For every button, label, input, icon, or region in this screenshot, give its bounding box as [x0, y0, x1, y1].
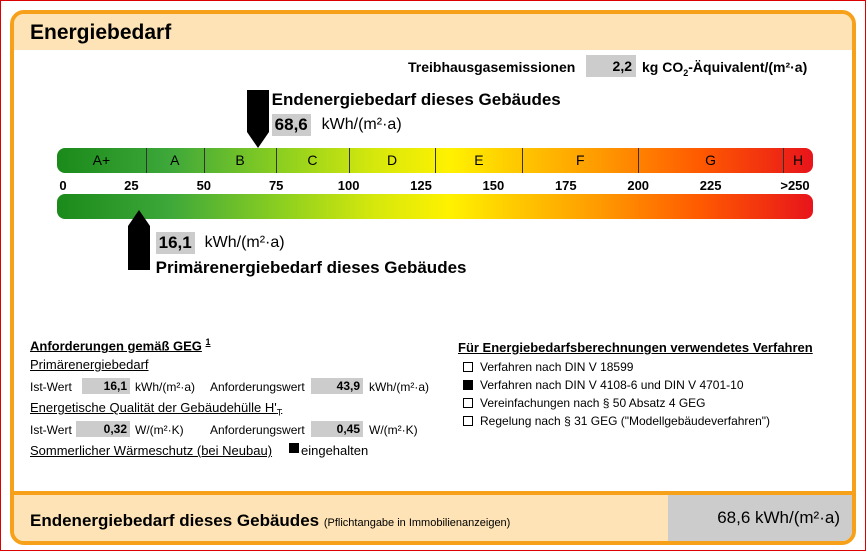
end-energy-value: 68,6: [271, 114, 311, 136]
ghg-label: Treibhausgasemissionen: [408, 59, 576, 75]
tick-label: 225: [699, 178, 722, 193]
ist2-label: Ist-Wert: [30, 423, 72, 437]
class-separator: [638, 148, 640, 173]
end-energy-arrow: [246, 90, 269, 148]
primary-energy-label: Primärenergiebedarf dieses Gebäudes: [155, 258, 467, 277]
primary-energy-unit: kWh/(m²·a): [204, 234, 285, 251]
ist2-unit: W/(m²·K): [135, 423, 184, 437]
method-label: Regelung nach § 31 GEG ("Modellgebäudeve…: [480, 414, 771, 428]
class-separator: [203, 148, 205, 173]
tick-label: >250: [780, 178, 810, 193]
ghg-unit: kg CO2-Äquivalent/(m²·a): [642, 59, 808, 78]
req-label: Anforderungswert: [210, 380, 305, 394]
tick-label: 100: [337, 178, 360, 193]
end-energy-label: Endenergiebedarf dieses Gebäudes: [271, 90, 561, 109]
class-separator: [348, 148, 350, 173]
footer-value: 68,6 kWh/(m²·a): [668, 495, 852, 541]
method-label: Verfahren nach DIN V 18599: [480, 360, 634, 374]
class-separator: [435, 148, 437, 173]
tick-label: 25: [124, 178, 139, 193]
panel-header: Energiebedarf: [14, 14, 852, 50]
primary-energy-value: 16,1: [155, 232, 195, 254]
class-b: B: [235, 152, 245, 168]
req-unit: kWh/(m²·a): [369, 380, 429, 394]
footer-divider: [14, 491, 852, 495]
energy-gradient-bar: [57, 194, 813, 219]
class-d: D: [386, 152, 398, 168]
tick-label: 75: [268, 178, 284, 193]
req2-label: Anforderungswert: [210, 423, 305, 437]
ist-label: Ist-Wert: [30, 380, 72, 394]
methods-title: Für Energiebedarfsberechnungen verwendet…: [458, 340, 813, 355]
method-label: Verfahren nach DIN V 4108-6 und DIN V 47…: [480, 378, 744, 392]
class-e: E: [474, 152, 484, 168]
primary-requirement-title: Primärenergiebedarf: [30, 357, 149, 372]
class-h: H: [792, 152, 804, 168]
tick-label: 50: [196, 178, 212, 193]
ist-unit: kWh/(m²·a): [135, 380, 195, 394]
class-c: C: [307, 152, 318, 168]
ist2-value: 0,32: [76, 421, 130, 437]
method-checkbox: [463, 362, 473, 372]
method-checkbox: [463, 380, 473, 390]
summer-checkbox: [289, 443, 299, 453]
summer-protection-label: Sommerlicher Wärmeschutz (bei Neubau): [30, 443, 273, 458]
energy-panel: Energiebedarf Treibhausgasemissionen 2,2…: [10, 10, 856, 545]
req2-value: 0,45: [311, 421, 363, 437]
class-a-plus: A+: [92, 152, 111, 168]
class-f: F: [575, 152, 585, 168]
method-checkbox: [463, 416, 473, 426]
class-a: A: [170, 152, 180, 168]
panel-title: Energiebedarf: [30, 21, 172, 44]
class-separator: [522, 148, 524, 173]
footer-label: Endenergiebedarf dieses Gebäudes (Pflich…: [30, 511, 511, 530]
tick-label: 200: [627, 178, 650, 193]
primary-energy-arrow: [127, 210, 150, 270]
method-label: Vereinfachungen nach § 50 Absatz 4 GEG: [480, 396, 706, 410]
ist-value: 16,1: [82, 378, 130, 394]
footer-bar: Endenergiebedarf dieses Gebäudes (Pflich…: [14, 495, 852, 541]
method-checkbox: [463, 398, 473, 408]
class-separator: [276, 148, 278, 173]
tick-label: 0: [59, 178, 67, 193]
end-energy-unit: kWh/(m²·a): [321, 116, 402, 133]
summer-status: eingehalten: [301, 443, 369, 458]
tick-label: 175: [554, 178, 577, 193]
tick-label: 125: [410, 178, 432, 193]
class-separator: [145, 148, 147, 173]
req-value: 43,9: [311, 378, 363, 394]
class-separator: [783, 148, 784, 173]
class-g: G: [705, 152, 717, 168]
envelope-title: Energetische Qualität der Gebäudehülle H…: [30, 400, 283, 418]
requirements-title: Anforderungen gemäß GEG 1: [30, 337, 211, 354]
energy-scale: A+ A B C D E F G H: [57, 148, 813, 173]
tick-label: 150: [482, 178, 505, 193]
req2-unit: W/(m²·K): [369, 423, 418, 437]
ghg-value: 2,2: [586, 55, 636, 77]
